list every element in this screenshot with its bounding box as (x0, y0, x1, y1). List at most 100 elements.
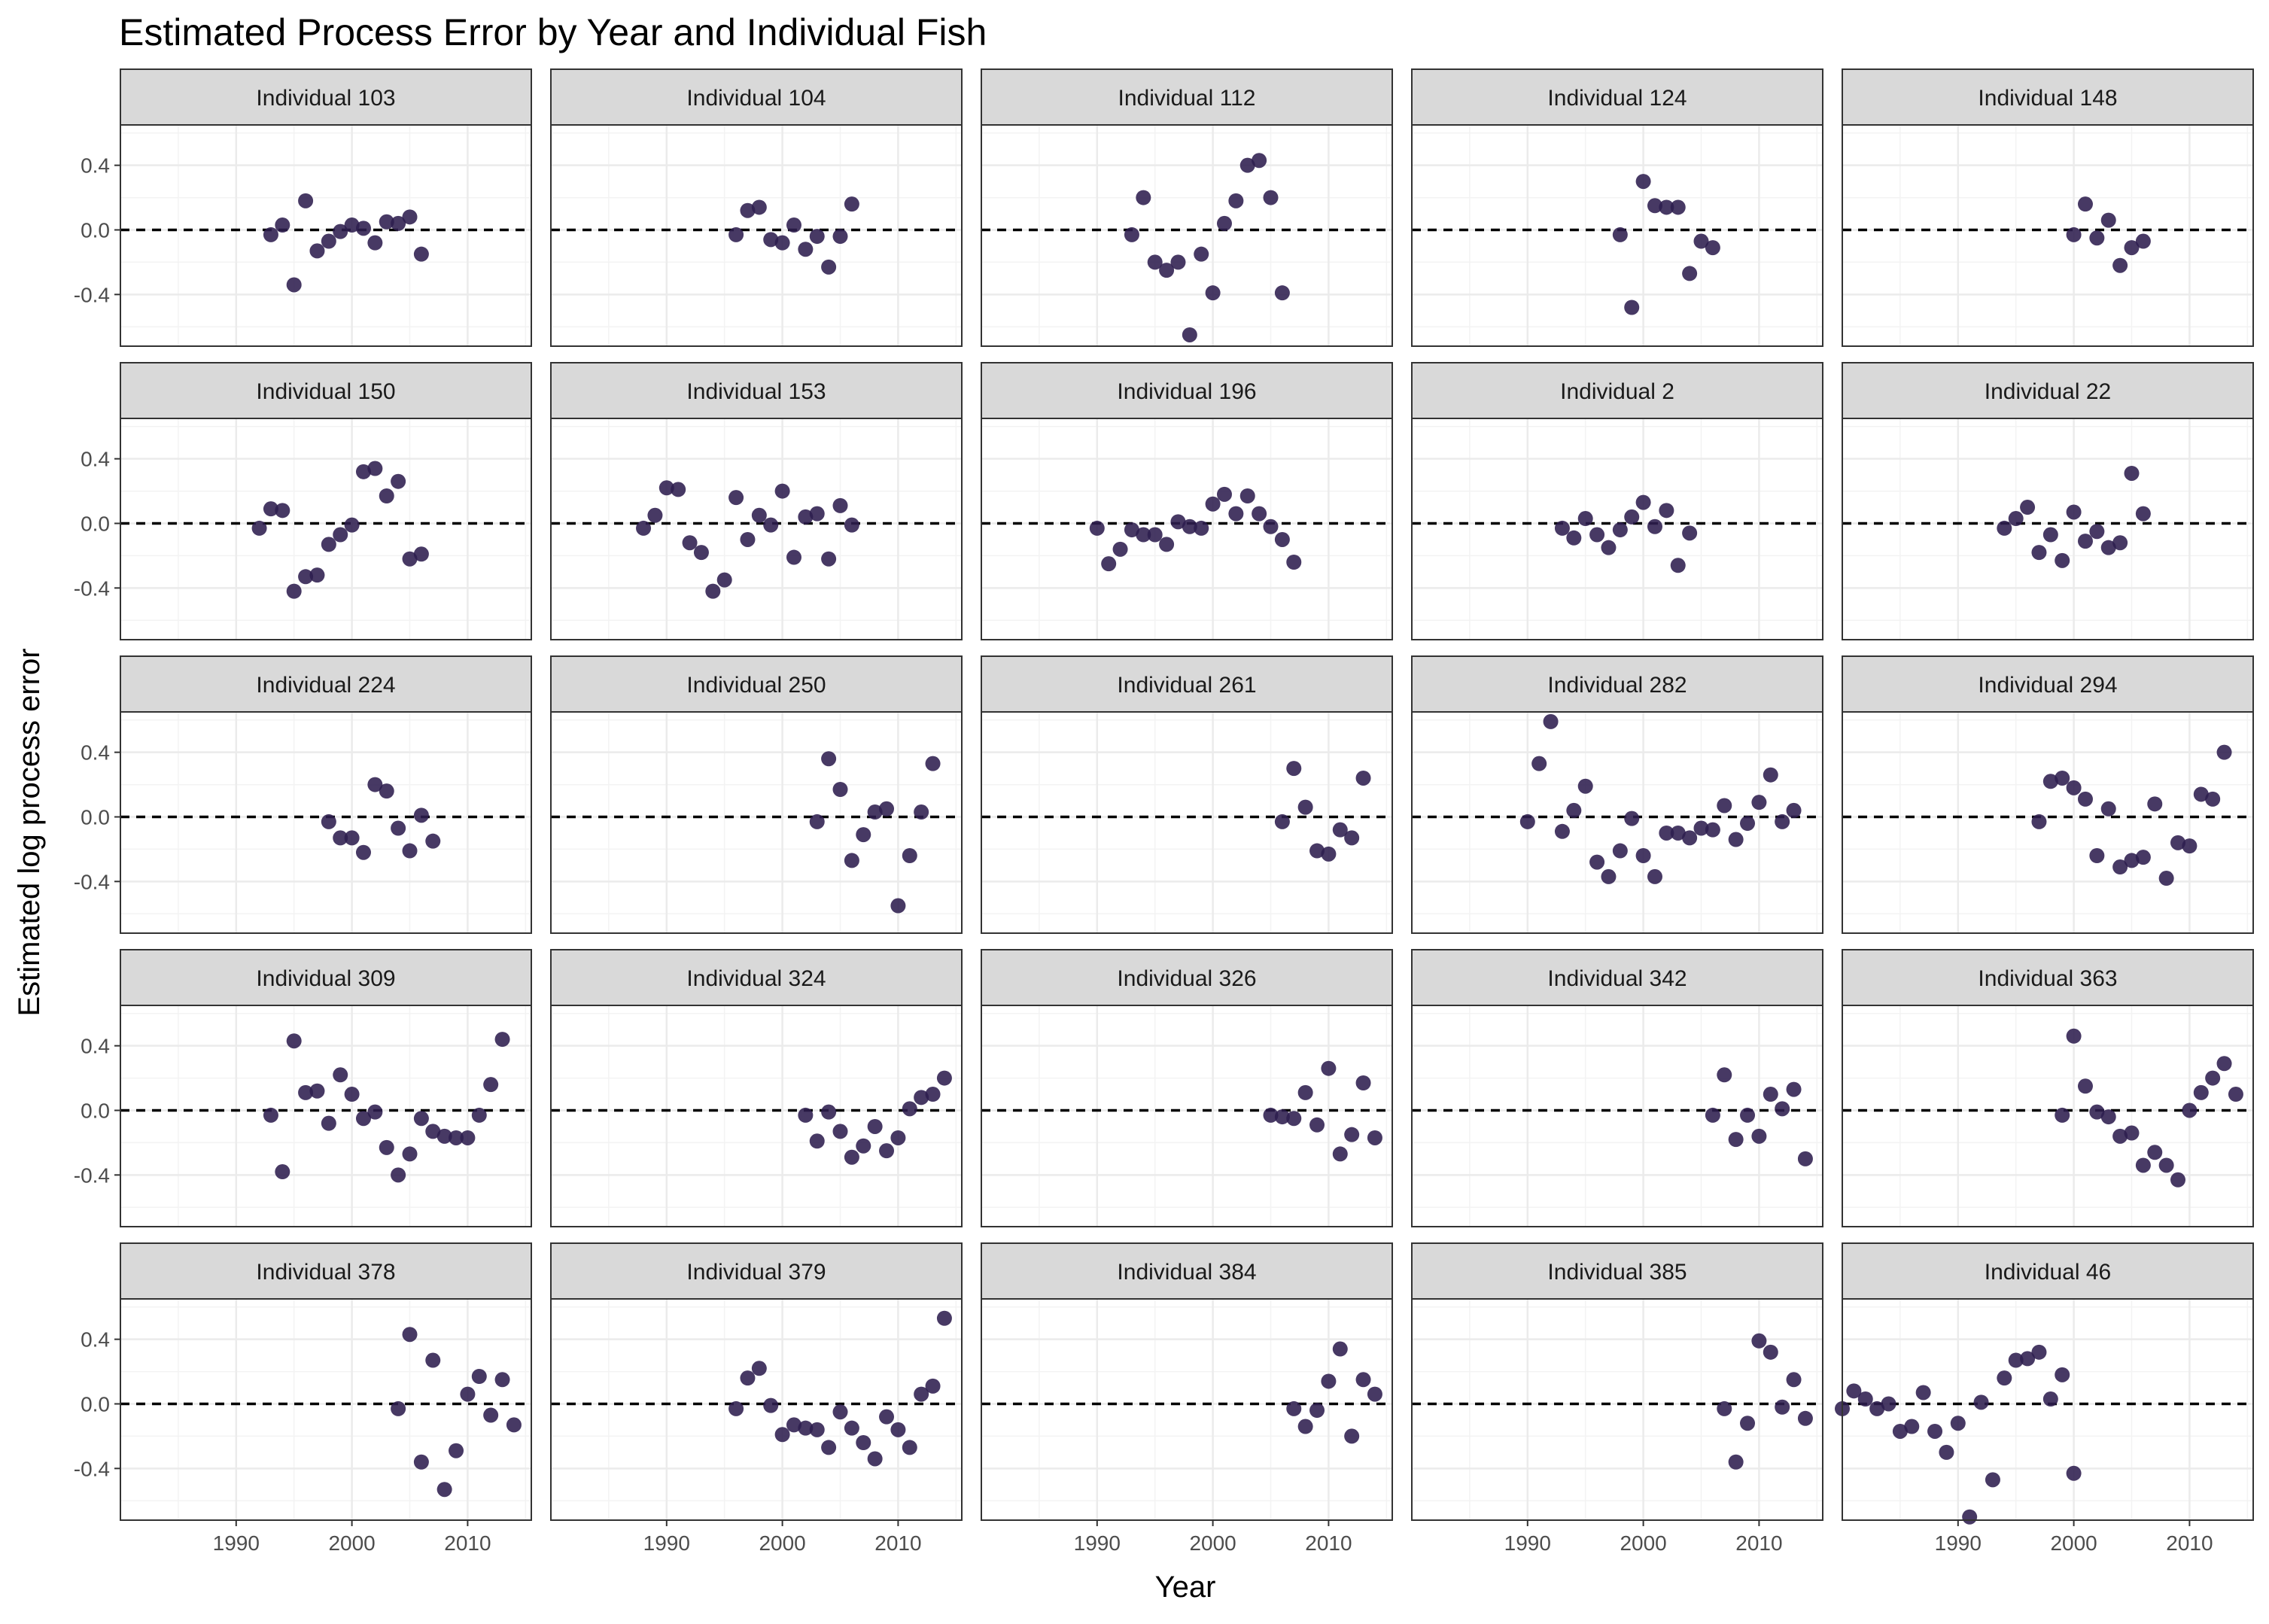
data-point (2147, 796, 2163, 812)
data-point (367, 1104, 383, 1120)
data-point (705, 583, 721, 599)
data-point (1786, 1081, 1802, 1097)
facet-panel: Individual 104 (550, 68, 963, 347)
data-point (832, 1404, 848, 1420)
data-point (1962, 1509, 1978, 1525)
data-point (1321, 1373, 1337, 1389)
data-point (2042, 774, 2058, 789)
data-point (2135, 850, 2151, 865)
data-point (2077, 196, 2093, 212)
x-tick-label: 2010 (444, 1531, 491, 1555)
facet-strip (550, 1242, 963, 1300)
y-tick-label: -0.4 (74, 1457, 110, 1480)
x-tick-label: 1990 (1935, 1531, 1982, 1555)
data-point (1647, 519, 1662, 534)
data-point (1612, 843, 1628, 859)
data-point (936, 1070, 952, 1086)
facet-panel: Individual 294 (1842, 655, 2254, 934)
facet-strip (120, 655, 532, 713)
facet-border (1842, 1298, 2254, 1521)
facet-panel: Individual 150 0.4 0.0 -0.4 (74, 362, 532, 640)
facet-strip-label: Individual 384 (1117, 1260, 1256, 1285)
facet-border (1842, 418, 2254, 640)
facet-plot-area (551, 125, 962, 346)
data-point (1228, 506, 1244, 522)
x-tick-label: 1990 (1074, 1531, 1121, 1555)
data-point (786, 217, 801, 233)
data-point (2205, 1070, 2221, 1086)
y-tick-label: 0.0 (81, 1099, 110, 1122)
data-point (460, 1386, 476, 1402)
data-point (1101, 556, 1117, 572)
data-point (925, 756, 941, 771)
facet-panel: Individual 378 0.4 0.0 -0.4 1990 2000 2010 (74, 1242, 532, 1555)
data-point (471, 1107, 487, 1123)
y-tick-label: 0.0 (81, 512, 110, 535)
x-tick-label: 2000 (328, 1531, 375, 1555)
data-point (402, 209, 418, 225)
data-point (2020, 500, 2036, 515)
facet-plot-area (120, 1005, 531, 1227)
data-point (2089, 847, 2105, 863)
facet-border (550, 711, 963, 934)
data-point (1635, 174, 1651, 190)
data-point (1904, 1419, 1920, 1434)
data-point (1543, 713, 1559, 729)
data-point (2170, 1172, 2186, 1188)
data-point (1647, 198, 1662, 214)
data-point (413, 1454, 429, 1470)
facet-strip-label: Individual 261 (1117, 673, 1256, 698)
facet-strip-label: Individual 46 (1985, 1260, 2111, 1285)
facet-strip-label: Individual 309 (256, 966, 395, 991)
y-tick-label: 0.0 (81, 805, 110, 829)
data-point (2124, 1125, 2140, 1141)
data-point (2055, 552, 2070, 568)
facet-strip (550, 949, 963, 1006)
data-point (2216, 744, 2232, 760)
facet-strip (1842, 68, 2254, 126)
data-point (1659, 825, 1674, 841)
facet-border (120, 1298, 532, 1521)
facet-plot-area (1842, 1299, 2253, 1520)
facet-plot-area (981, 125, 1392, 346)
facet-strip (981, 362, 1393, 419)
data-point (832, 782, 848, 798)
data-point (1182, 519, 1197, 534)
data-point (2182, 838, 2198, 854)
facet-strip-label: Individual 104 (686, 86, 826, 111)
data-point (1670, 825, 1686, 841)
data-point (413, 1111, 429, 1127)
facet-strip-label: Individual 378 (256, 1260, 395, 1285)
data-point (1717, 798, 1732, 814)
data-point (867, 804, 883, 820)
data-point (693, 545, 709, 561)
facet-panel: Individual 196 (981, 362, 1393, 640)
data-point (2124, 465, 2140, 481)
x-tick-label: 1990 (643, 1531, 690, 1555)
data-point (1263, 190, 1279, 205)
data-point (1263, 519, 1279, 534)
facet-border (550, 418, 963, 640)
data-point (879, 801, 895, 817)
data-point (2008, 1352, 2024, 1368)
data-point (902, 847, 917, 863)
data-point (925, 1087, 941, 1102)
data-point (832, 1124, 848, 1139)
data-point (1705, 822, 1720, 838)
data-point (1309, 1117, 1325, 1133)
facet-strip-label: Individual 2 (1560, 379, 1674, 404)
data-point (786, 549, 801, 565)
data-point (809, 1133, 825, 1149)
data-point (1159, 263, 1175, 278)
data-point (1286, 554, 1302, 570)
x-tick-label: 2010 (874, 1531, 921, 1555)
data-point (379, 214, 394, 230)
x-tick-label: 2010 (1305, 1531, 1352, 1555)
data-point (309, 243, 325, 259)
data-point (1332, 1146, 1348, 1162)
data-point (483, 1077, 499, 1093)
data-point (832, 229, 848, 245)
facet-panel: Individual 22 (1842, 362, 2254, 640)
data-point (2170, 835, 2186, 850)
